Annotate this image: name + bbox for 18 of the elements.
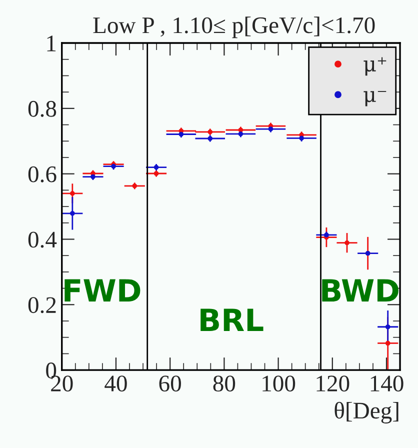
legend-label: μ⁻ <box>364 91 386 106</box>
x-tick-label: 100 <box>262 376 296 392</box>
y-tick-label: 0.8 <box>28 100 56 117</box>
x-tick-label: 80 <box>213 376 236 392</box>
y-tick-label: 0.2 <box>28 297 56 314</box>
x-tick-label: 60 <box>159 376 181 392</box>
y-tick-label: 0.6 <box>28 166 56 182</box>
annotation: BWD <box>322 279 398 302</box>
x-tick-label: 120 <box>316 376 350 392</box>
x-axis-title: θ[Deg] <box>334 402 398 424</box>
x-tick-label: 40 <box>104 376 127 392</box>
annotation: FWD <box>64 279 140 302</box>
x-tick-label: 140 <box>370 376 404 392</box>
y-tick-label: 0.4 <box>28 232 57 248</box>
legend-label: μ⁺ <box>364 57 386 76</box>
y-tick-label: 1 <box>47 36 56 52</box>
annotation: BRL <box>200 308 264 331</box>
chart-title: Low P , 1.10≤ p[GeV/c]<1.70 <box>93 16 375 38</box>
